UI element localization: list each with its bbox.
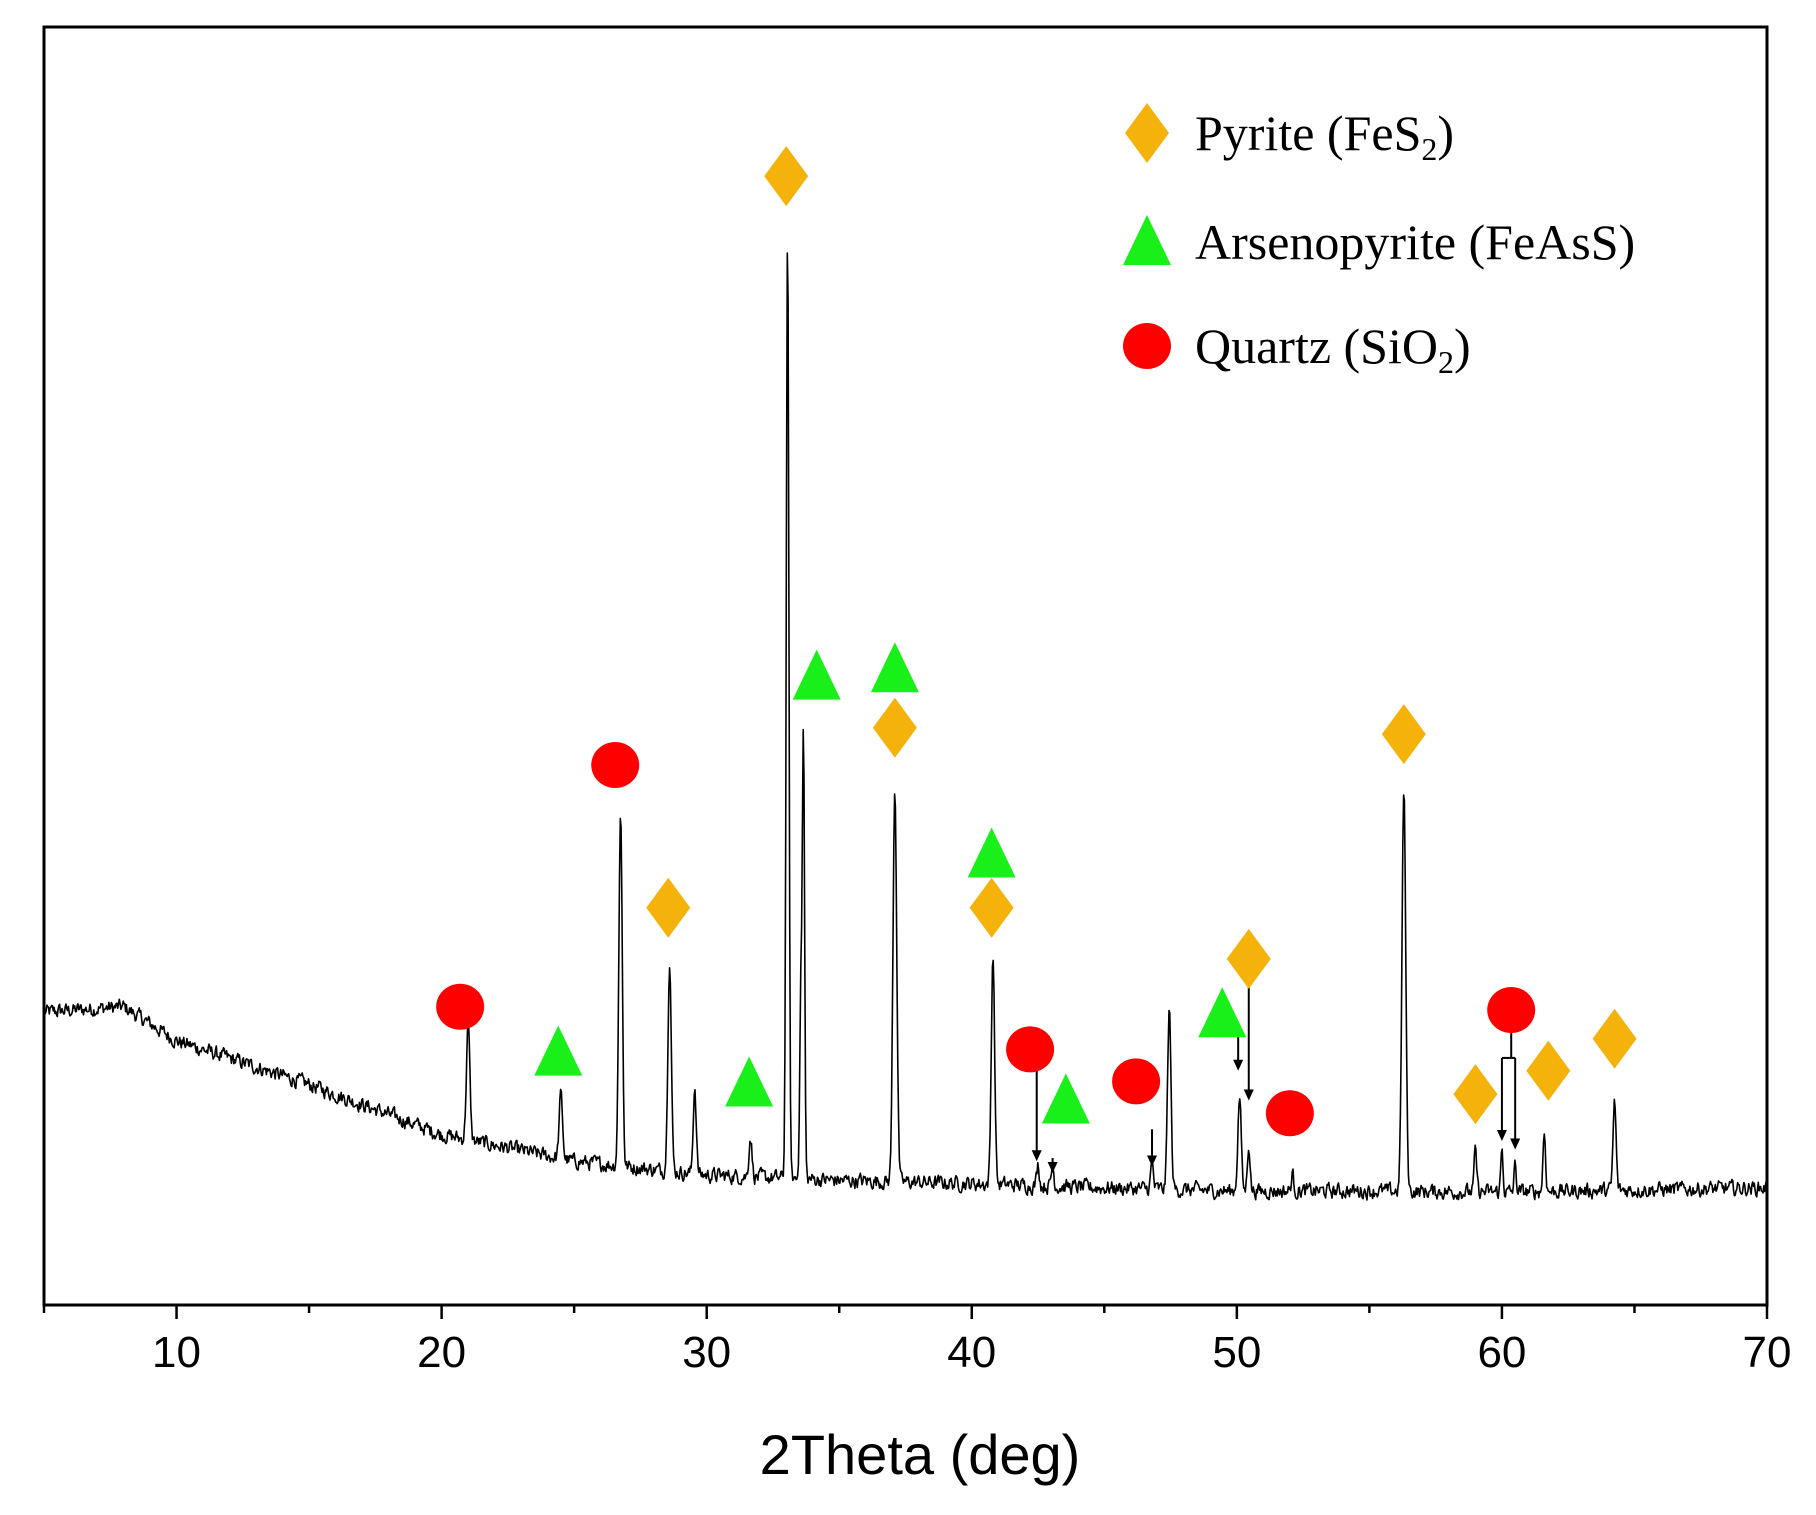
legend-pyrite-marker xyxy=(1125,103,1169,163)
plot-frame xyxy=(42,25,1769,1307)
arsenopyrite-marker xyxy=(1041,1073,1090,1124)
legend-label-main: Quartz (SiO xyxy=(1195,318,1438,374)
arsenopyrite-marker xyxy=(534,1025,583,1076)
x-tick-label: 10 xyxy=(152,1328,201,1377)
quartz-marker xyxy=(1112,1058,1161,1105)
arsenopyrite-marker xyxy=(725,1056,774,1107)
x-axis-title: 2Theta (deg) xyxy=(760,1423,1081,1486)
peak-arrow-head xyxy=(1031,1150,1042,1162)
legend-arsenopyrite-label: Arsenopyrite (FeAsS) xyxy=(1195,214,1635,270)
x-tick-label: 60 xyxy=(1477,1328,1526,1377)
quartz-marker xyxy=(591,742,640,789)
pyrite-marker xyxy=(1381,704,1426,765)
quartz-marker xyxy=(1006,1026,1055,1073)
pyrite-marker xyxy=(764,146,809,207)
peak-arrow-head xyxy=(1147,1155,1158,1167)
legend-pyrite-label: Pyrite (FeS2) xyxy=(1195,105,1454,167)
peak-arrow-head xyxy=(1510,1138,1521,1150)
legend-label-subscript: 2 xyxy=(1421,131,1437,167)
legend-arsenopyrite-marker xyxy=(1123,215,1171,265)
pyrite-marker xyxy=(646,877,691,938)
arsenopyrite-marker xyxy=(967,827,1016,878)
legend: Pyrite (FeS2)Arsenopyrite (FeAsS)Quartz … xyxy=(1123,103,1635,380)
peak-arrow-head xyxy=(1233,1059,1244,1071)
legend-quartz-marker xyxy=(1123,323,1171,369)
arsenopyrite-marker xyxy=(792,649,841,700)
phase-markers xyxy=(436,146,1637,1137)
x-tick-label: 30 xyxy=(682,1328,731,1377)
pyrite-marker xyxy=(1526,1040,1571,1101)
pyrite-marker xyxy=(1453,1064,1498,1125)
quartz-marker xyxy=(1265,1090,1314,1137)
x-tick-label: 50 xyxy=(1212,1328,1261,1377)
legend-label-main: Pyrite (FeS xyxy=(1195,105,1421,161)
legend-label-tail: ) xyxy=(1437,105,1454,161)
peak-arrows xyxy=(1031,978,1521,1173)
legend-label-subscript: 2 xyxy=(1438,344,1454,380)
pyrite-marker xyxy=(969,877,1014,938)
x-tick-label: 20 xyxy=(417,1328,466,1377)
legend-quartz-label: Quartz (SiO2) xyxy=(1195,318,1471,380)
pyrite-marker xyxy=(872,697,917,758)
arsenopyrite-marker xyxy=(870,642,919,693)
xrd-pattern-line xyxy=(43,252,1767,1201)
quartz-marker xyxy=(1487,986,1536,1033)
x-tick-label: 40 xyxy=(947,1328,996,1377)
arsenopyrite-marker xyxy=(1198,987,1247,1038)
x-axis-ticks: 10 20 30 40 50 60 70 xyxy=(42,1305,1792,1377)
legend-label-main: Arsenopyrite (FeAsS) xyxy=(1195,214,1635,270)
legend-label-tail: ) xyxy=(1454,318,1471,374)
x-tick-label: 70 xyxy=(1743,1328,1792,1377)
quartz-marker xyxy=(436,983,485,1030)
peak-arrow-head xyxy=(1496,1129,1507,1141)
peak-arrow-head xyxy=(1243,1089,1254,1101)
pyrite-marker xyxy=(1592,1008,1637,1069)
pyrite-marker xyxy=(1226,928,1271,989)
peak-arrow-head xyxy=(1047,1161,1058,1173)
